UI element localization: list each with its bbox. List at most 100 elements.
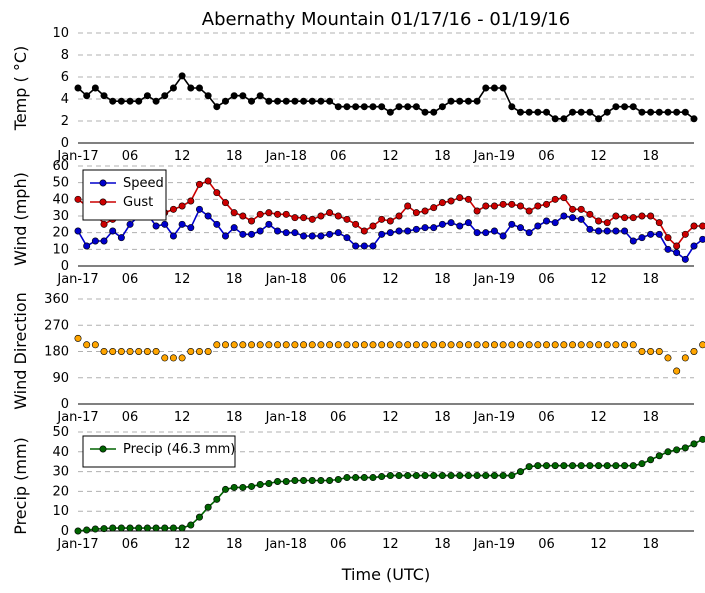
data-point-direction [386,341,394,349]
data-point-precip [143,524,151,532]
data-point-direction [551,341,559,349]
data-point-temp [569,108,577,116]
data-point-gust [551,195,559,203]
data-point-direction [74,334,82,342]
data-point-direction [195,347,203,355]
data-point-temp [317,97,325,105]
x-tick-label: 12 [174,537,191,552]
x-tick-label: 18 [434,537,451,552]
data-point-speed [456,222,464,230]
data-point-direction [126,347,134,355]
data-point-gust [352,220,360,228]
data-point-precip [74,527,82,535]
x-axis-label: Time (UTC) [341,565,430,584]
data-point-speed [560,212,568,220]
data-point-speed [378,230,386,238]
data-point-precip [447,472,455,480]
data-point-temp [386,108,394,116]
data-point-temp [464,97,472,105]
data-point-gust [169,205,177,213]
data-point-gust [74,195,82,203]
y-tick-label: 20 [52,226,69,241]
data-point-speed [577,215,585,223]
data-point-gust [282,210,290,218]
x-tick-label: 06 [122,149,139,164]
y-tick-label: 40 [52,192,69,207]
data-point-direction [204,347,212,355]
data-point-precip [169,524,177,532]
x-tick-label: Jan-19 [473,272,515,287]
legend-swatch-marker [99,445,107,453]
data-point-gust [178,202,186,210]
data-point-precip [109,524,117,532]
data-point-precip [638,460,646,468]
data-point-direction [560,341,568,349]
data-point-speed [412,225,420,233]
data-point-direction [352,341,360,349]
data-point-temp [525,108,533,116]
data-point-precip [334,476,342,484]
data-point-speed [647,230,655,238]
x-tick-label: 18 [642,537,659,552]
data-point-precip [421,472,429,480]
data-point-temp [126,97,134,105]
x-tick-label: 12 [590,537,607,552]
data-point-temp [378,103,386,111]
data-point-direction [638,347,646,355]
data-point-temp [456,97,464,105]
data-point-speed [655,230,663,238]
data-point-direction [334,341,342,349]
data-point-speed [551,219,559,227]
data-point-gust [673,242,681,250]
y-tick-label: 0 [61,259,69,274]
data-point-direction [265,341,273,349]
y-tick-label: 20 [52,484,69,499]
data-point-gust [412,209,420,217]
data-point-precip [221,485,229,493]
data-point-gust [274,210,282,218]
data-point-speed [516,224,524,232]
data-point-gust [586,210,594,218]
data-point-speed [395,227,403,235]
data-point-direction [221,341,229,349]
data-point-speed [195,205,203,213]
x-tick-label: 12 [382,149,399,164]
data-point-speed [343,234,351,242]
data-point-temp [143,92,151,100]
data-point-speed [109,227,117,235]
data-point-gust [187,197,195,205]
data-point-temp [603,108,611,116]
x-tick-label: 12 [590,149,607,164]
data-point-precip [664,448,672,456]
data-point-direction [673,367,681,375]
data-point-gust [525,207,533,215]
data-point-gust [464,195,472,203]
data-point-gust [300,214,308,222]
data-point-temp [395,103,403,111]
data-point-precip [551,462,559,470]
data-point-precip [213,495,221,503]
data-point-temp [326,97,334,105]
data-point-gust [647,212,655,220]
data-point-direction [282,341,290,349]
data-point-direction [456,341,464,349]
data-point-precip [508,472,516,480]
data-point-direction [326,341,334,349]
data-point-speed [464,219,472,227]
data-point-temp [595,115,603,123]
data-point-direction [230,341,238,349]
data-point-speed [699,235,705,243]
y-tick-label: 30 [52,465,69,480]
y-tick-label: 90 [52,371,69,386]
x-tick-label: 06 [330,272,347,287]
data-point-speed [421,224,429,232]
data-point-precip [274,477,282,485]
y-tick-label: 10 [52,26,69,41]
legend-swatch-marker [99,198,107,206]
data-point-temp [473,97,481,105]
legend-box [82,435,236,468]
data-point-direction [291,341,299,349]
data-point-precip [282,477,290,485]
data-point-direction [404,341,412,349]
data-point-temp [274,97,282,105]
